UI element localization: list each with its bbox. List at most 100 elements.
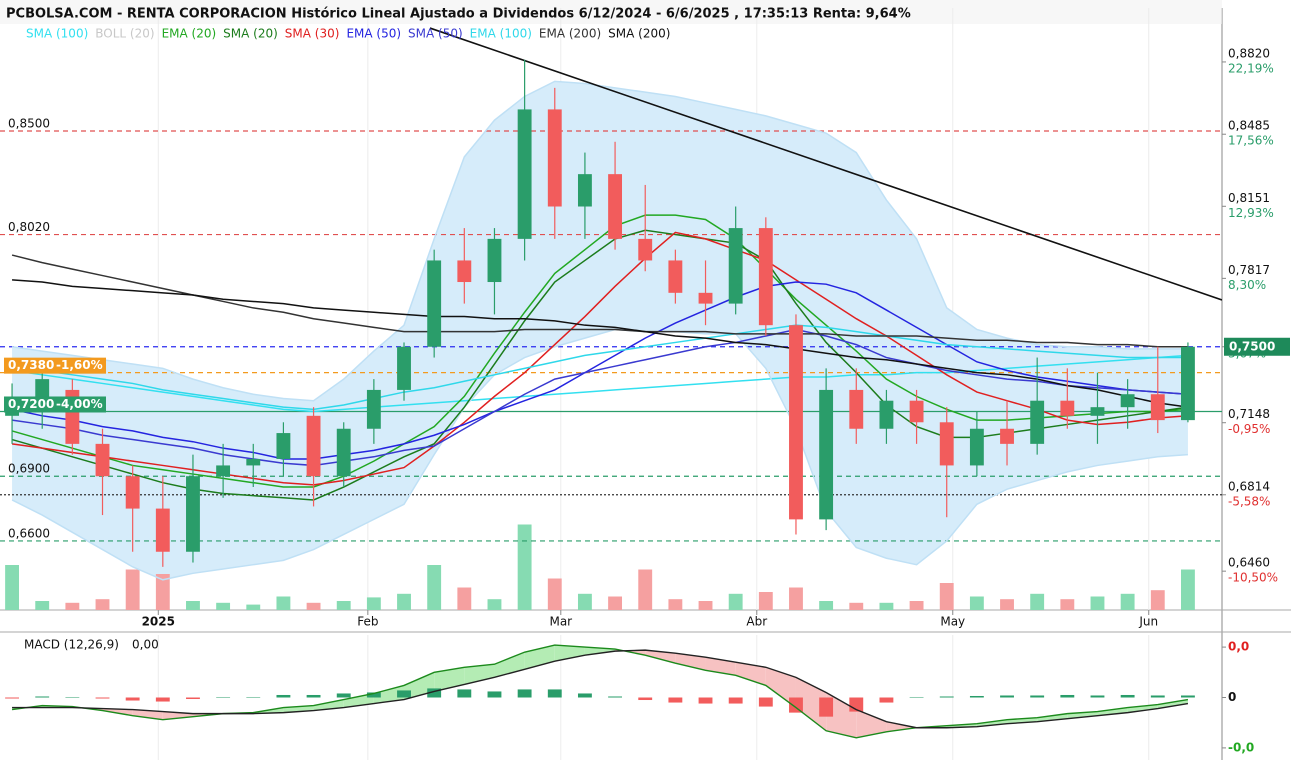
macd-histogram-bar <box>939 696 954 698</box>
signal-line <box>12 649 1189 729</box>
macd-fill <box>404 672 435 700</box>
candle-body <box>487 238 502 283</box>
macd-value: 0,00 <box>132 638 159 652</box>
volume-bar <box>95 599 110 610</box>
macd-line <box>11 644 1189 739</box>
ma-line <box>11 229 1189 501</box>
macd-fill <box>132 709 163 720</box>
macd-histogram-bar <box>1150 695 1165 698</box>
candle-body <box>125 476 140 509</box>
x-tick-label: 2025 <box>142 615 175 629</box>
volume-bar <box>397 593 411 610</box>
macd-histogram-bar <box>577 693 592 698</box>
y-tick-label: 0,8820 <box>1228 46 1270 60</box>
legend-entry: SMA (30) <box>285 27 340 41</box>
volume-bar <box>1030 593 1045 610</box>
candle-body <box>758 228 773 326</box>
volume-bar <box>638 569 653 610</box>
legend-entry: SMA (20) <box>223 27 278 41</box>
level-label: 0,8020 <box>8 220 50 234</box>
candle-body <box>608 174 623 239</box>
y-tick-label: 0,8151 <box>1228 191 1270 205</box>
macd-fill <box>886 721 917 732</box>
y-tick-label: -0,0 <box>1228 740 1254 754</box>
macd-histogram-bar <box>397 690 411 698</box>
volume-bar <box>517 524 532 610</box>
macd-histogram-bar <box>1030 695 1045 698</box>
volume-bar <box>487 599 502 610</box>
level-label: 0,7380 <box>8 358 54 372</box>
volume-bar <box>819 601 834 610</box>
level-label: 0,6900 <box>8 462 50 476</box>
ma-line <box>11 214 1188 488</box>
y-tick-label: 0,6814 <box>1228 479 1270 493</box>
macd-histogram-bar <box>909 696 924 698</box>
candle-body <box>1090 407 1105 416</box>
legend-entry: BOLL (20) <box>95 27 154 41</box>
candle-body <box>789 325 803 520</box>
macd-histogram-bar <box>186 697 200 700</box>
macd-histogram-bar <box>698 697 713 704</box>
legend-entry: SMA (50) <box>408 27 463 41</box>
macd-histogram-bar <box>819 697 834 717</box>
macd-histogram-bar <box>1090 695 1105 698</box>
candle-body <box>427 260 442 347</box>
volume-bar <box>849 602 864 610</box>
bollinger-band <box>12 81 1188 580</box>
y-tick-label: 0,6460 <box>1228 556 1270 570</box>
macd-histogram-bar <box>366 692 381 698</box>
macd-histogram-bar <box>65 696 80 698</box>
volume-bar <box>668 599 683 610</box>
plot-area <box>0 27 1222 610</box>
volume-bar <box>1090 596 1105 610</box>
candle-body <box>577 174 592 207</box>
macd-fill <box>705 657 736 676</box>
volume-bar <box>879 602 894 610</box>
candle-body <box>879 400 894 429</box>
x-tick-label: Abr <box>746 615 767 629</box>
candle-body <box>849 389 864 429</box>
volume-bar <box>186 601 200 610</box>
volume-bar <box>155 574 170 610</box>
macd-fill <box>434 667 465 692</box>
candle-body <box>186 476 200 552</box>
volume-bar <box>728 593 743 610</box>
y-tick-label: 0,7148 <box>1228 407 1270 421</box>
y-tick-pct: -10,50% <box>1228 571 1278 585</box>
macd-histogram-bar <box>728 697 743 704</box>
macd-histogram-bar <box>1180 695 1195 698</box>
candle-body <box>1060 400 1075 416</box>
volume-bar <box>276 596 291 610</box>
candle-body <box>668 260 683 293</box>
volume-bar <box>698 601 713 610</box>
candle-body <box>638 238 653 261</box>
macd-fill <box>765 667 796 708</box>
macd-fill <box>1157 699 1188 709</box>
level-label: 0,7200 <box>8 397 54 411</box>
macd-fill <box>645 650 676 664</box>
macd-histogram-bar <box>457 689 472 698</box>
volume-bar <box>789 587 803 610</box>
volume-bar <box>427 565 442 610</box>
candle-body <box>306 415 321 477</box>
candle-body <box>939 422 954 466</box>
volume-bar <box>939 583 954 610</box>
volume-bar <box>1150 590 1165 610</box>
y-tick-pct: 8,30% <box>1228 278 1266 292</box>
macd-area <box>5 644 1195 739</box>
macd-histogram-bar <box>789 697 803 713</box>
macd-histogram-bar <box>879 697 894 703</box>
volume-bar <box>608 596 623 610</box>
legend-entry: SMA (100) <box>26 27 88 41</box>
volume-bar <box>969 596 984 610</box>
chart-title: PCBOLSA.COM - RENTA CORPORACION Históric… <box>6 7 911 22</box>
volume-bar <box>306 602 321 610</box>
candle-body <box>276 433 291 459</box>
bollinger-line <box>11 328 1188 581</box>
y-tick-label: 0,8485 <box>1228 119 1270 133</box>
legend-entry: EMA (50) <box>346 27 401 41</box>
macd-fill <box>1037 713 1068 722</box>
macd-fill <box>1007 717 1038 724</box>
macd-fill <box>976 719 1008 727</box>
